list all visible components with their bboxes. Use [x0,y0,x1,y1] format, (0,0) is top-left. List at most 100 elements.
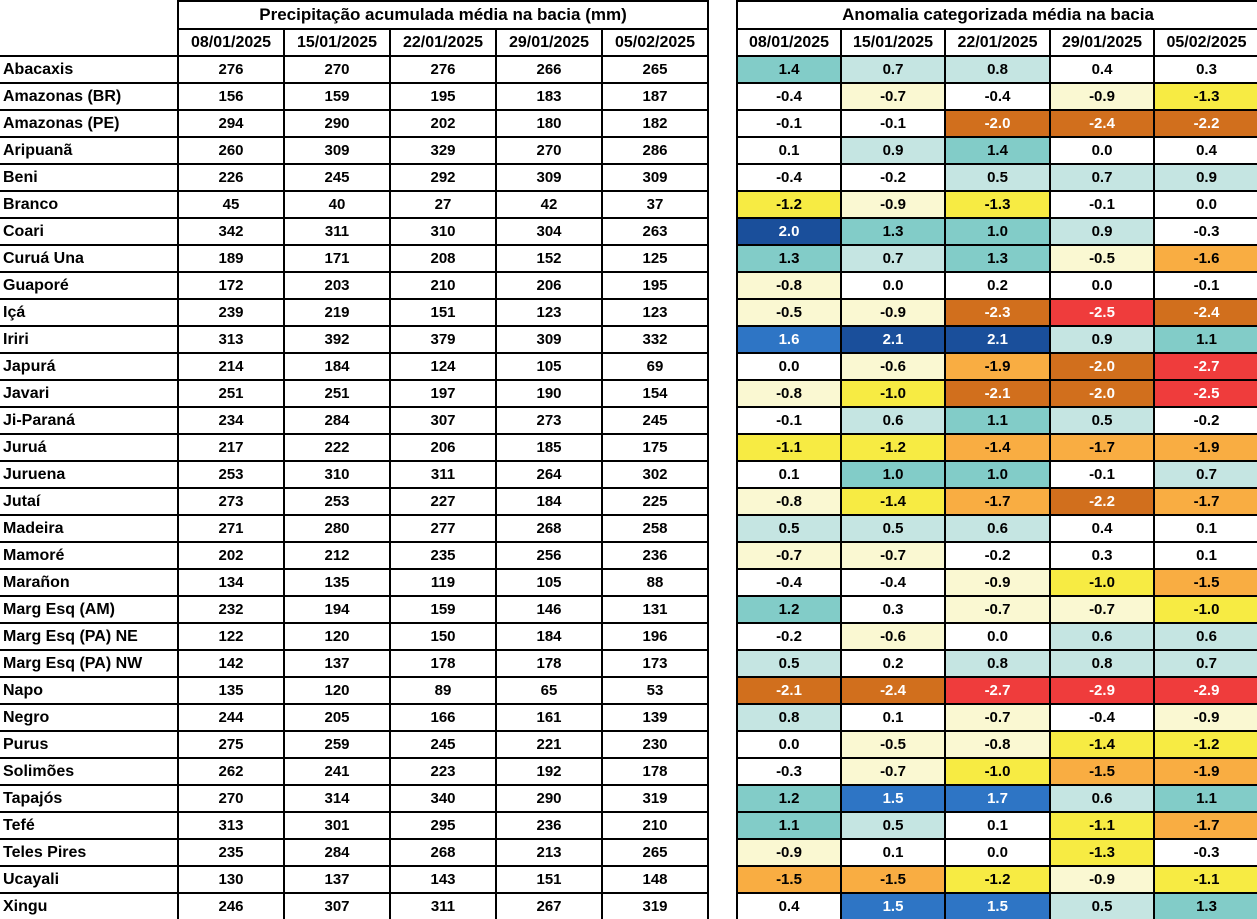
anomaly-value-cell: -0.2 [840,163,946,192]
anomaly-table-row: -0.7 -0.7 -0.2 0.3 0.1 [736,541,1257,570]
precip-value-cell: 251 [177,379,285,408]
precip-value-cell: 183 [495,82,603,111]
anomaly-table-row: 1.6 2.1 2.1 0.9 1.1 [736,325,1257,354]
anomaly-value-cell: 0.4 [736,892,842,919]
anomaly-table-row: 0.0 -0.5 -0.8 -1.4 -1.2 [736,730,1257,759]
anomaly-table-row: -0.8 -1.4 -1.7 -2.2 -1.7 [736,487,1257,516]
precip-table-title: Precipitação acumulada média na bacia (m… [177,0,709,30]
precip-value-cell: 301 [283,811,391,840]
precip-value-cell: 313 [177,325,285,354]
anomaly-value-cell: -2.1 [736,676,842,705]
anomaly-value-cell: 0.1 [736,460,842,489]
date-header: 05/02/2025 [1152,28,1257,57]
anomaly-value-cell: -0.9 [736,838,842,867]
precip-value-cell: 148 [601,865,709,894]
precip-value-cell: 159 [389,595,497,624]
precip-value-cell: 173 [601,649,709,678]
anomaly-value-cell: 0.8 [944,649,1051,678]
anomaly-value-cell: 1.3 [840,217,946,246]
precip-value-cell: 263 [601,217,709,246]
anomaly-value-cell: 0.3 [1152,55,1257,84]
basin-name: Javari [0,379,179,408]
precip-table-row: Juruá 217 222 206 185 175 [0,433,709,462]
precip-value-cell: 244 [177,703,285,732]
precip-value-cell: 178 [389,649,497,678]
precip-table-row: Tefé 313 301 295 236 210 [0,811,709,840]
anomaly-value-cell: -1.1 [736,433,842,462]
anomaly-value-cell: 0.0 [1049,271,1155,300]
anomaly-value-cell: 0.6 [1049,622,1155,651]
anomaly-value-cell: -2.4 [840,676,946,705]
precip-value-cell: 105 [495,568,603,597]
precip-value-cell: 280 [283,514,391,543]
anomaly-value-cell: 1.1 [1152,325,1257,354]
anomaly-value-cell: -1.3 [944,190,1051,219]
precip-table-row: Içá 239 219 151 123 123 [0,298,709,327]
precip-value-cell: 235 [389,541,497,570]
precip-value-cell: 276 [389,55,497,84]
anomaly-value-cell: 0.6 [944,514,1051,543]
anomaly-value-cell: 1.5 [840,784,946,813]
precip-table-row: Guaporé 172 203 210 206 195 [0,271,709,300]
anomaly-value-cell: -0.1 [1152,271,1257,300]
anomaly-value-cell: -0.9 [944,568,1051,597]
anomaly-value-cell: -0.6 [840,622,946,651]
precip-value-cell: 180 [495,109,603,138]
anomaly-value-cell: -2.7 [1152,352,1257,381]
precip-value-cell: 134 [177,568,285,597]
anomaly-value-cell: 1.3 [736,244,842,273]
anomaly-value-cell: -0.3 [1152,217,1257,246]
anomaly-value-cell: -0.7 [840,82,946,111]
precip-value-cell: 266 [495,55,603,84]
anomaly-table-row: 0.5 0.2 0.8 0.8 0.7 [736,649,1257,678]
anomaly-value-cell: 0.1 [840,838,946,867]
precip-table-row: Solimões 262 241 223 192 178 [0,757,709,786]
anomaly-value-cell: -0.1 [1049,190,1155,219]
precip-value-cell: 260 [177,136,285,165]
precip-value-cell: 277 [389,514,497,543]
precip-value-cell: 253 [177,460,285,489]
precip-value-cell: 275 [177,730,285,759]
basin-name: Marg Esq (PA) NE [0,622,179,651]
precip-table-row: Napo 135 120 89 65 53 [0,676,709,705]
anomaly-value-cell: 0.1 [736,136,842,165]
precip-value-cell: 230 [601,730,709,759]
anomaly-value-cell: -0.2 [1152,406,1257,435]
anomaly-value-cell: -2.5 [1049,298,1155,327]
precip-value-cell: 89 [389,676,497,705]
precip-value-cell: 311 [389,460,497,489]
anomaly-value-cell: 1.7 [944,784,1051,813]
anomaly-title-row: Anomalia categorizada média na bacia [735,0,1257,30]
anomaly-value-cell: -0.4 [840,568,946,597]
anomaly-table-row: -0.1 0.6 1.1 0.5 -0.2 [736,406,1257,435]
precip-table-row: Branco 45 40 27 42 37 [0,190,709,219]
basin-name: Juruena [0,460,179,489]
precip-value-cell: 195 [601,271,709,300]
anomaly-value-cell: 0.2 [840,649,946,678]
precip-value-cell: 205 [283,703,391,732]
precip-table-row: Ji-Paraná 234 284 307 273 245 [0,406,709,435]
anomaly-value-cell: -0.2 [944,541,1051,570]
precip-value-cell: 184 [283,352,391,381]
precip-value-cell: 309 [495,325,603,354]
anomaly-value-cell: -2.7 [944,676,1051,705]
basin-name: Negro [0,703,179,732]
anomaly-value-cell: -1.2 [944,865,1051,894]
anomaly-value-cell: -0.8 [736,271,842,300]
anomaly-table: Anomalia categorizada média na bacia 08/… [735,0,1257,919]
anomaly-table-row: -1.2 -0.9 -1.3 -0.1 0.0 [736,190,1257,219]
precip-value-cell: 259 [283,730,391,759]
precip-table-row: Juruena 253 310 311 264 302 [0,460,709,489]
precip-value-cell: 196 [601,622,709,651]
precip-value-cell: 319 [601,784,709,813]
precip-value-cell: 392 [283,325,391,354]
date-header: 22/01/2025 [944,28,1051,57]
anomaly-value-cell: -1.0 [944,757,1051,786]
anomaly-value-cell: -0.7 [840,757,946,786]
precip-value-cell: 319 [601,892,709,919]
precip-value-cell: 245 [389,730,497,759]
anomaly-value-cell: 1.4 [736,55,842,84]
precip-value-cell: 135 [283,568,391,597]
anomaly-value-cell: -0.4 [1049,703,1155,732]
precip-value-cell: 307 [389,406,497,435]
